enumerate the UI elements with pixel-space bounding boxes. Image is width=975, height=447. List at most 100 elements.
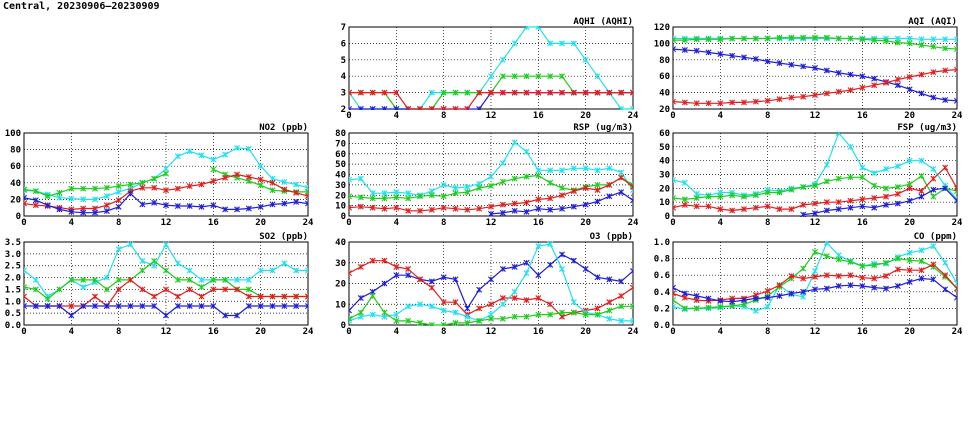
data-point	[281, 293, 288, 300]
data-point	[281, 186, 288, 193]
data-point	[210, 166, 217, 173]
data-point	[115, 183, 122, 190]
data-point	[440, 204, 447, 211]
data-point	[942, 96, 949, 103]
data-point	[812, 200, 818, 207]
data-point	[835, 273, 842, 280]
data-point	[906, 267, 913, 274]
y-tick-label: 0	[665, 212, 670, 222]
y-tick-label: 30	[659, 171, 670, 181]
x-tick-label: 8	[765, 111, 770, 121]
data-point	[788, 206, 795, 213]
x-tick-label: 20	[255, 218, 266, 228]
data-point	[499, 315, 506, 322]
data-point	[594, 181, 601, 188]
data-point	[741, 193, 747, 200]
y-tick-label: 70	[335, 139, 346, 149]
data-point	[918, 71, 925, 78]
data-point	[186, 303, 193, 310]
data-point	[606, 276, 613, 283]
data-point	[80, 276, 87, 283]
data-point	[381, 280, 388, 287]
data-point	[681, 179, 688, 186]
data-point	[835, 283, 842, 289]
data-point	[269, 293, 276, 300]
data-point	[369, 204, 376, 211]
data-point	[717, 51, 724, 58]
data-point	[499, 73, 506, 80]
data-point	[618, 317, 625, 324]
chart-aqhi: 0 4 8 12 16 20 24 2 3 4 5 6 7 AQHI (AQHI)	[341, 17, 639, 121]
data-point	[942, 164, 949, 171]
y-tick-label: 20	[659, 184, 670, 194]
data-point	[559, 205, 565, 212]
data-point	[245, 174, 252, 180]
series-red	[673, 261, 957, 304]
x-tick-label: 24	[952, 218, 963, 228]
data-point	[717, 206, 724, 213]
data-point	[234, 312, 240, 319]
data-point	[930, 193, 937, 200]
y-tick-label: 5	[341, 56, 346, 66]
data-point	[24, 187, 27, 194]
data-point	[752, 204, 759, 211]
y-tick-label: 120	[654, 23, 670, 33]
data-point	[894, 183, 901, 190]
x-tick-label: 8	[765, 327, 770, 337]
data-point	[570, 89, 577, 96]
data-point	[788, 94, 795, 101]
data-point	[428, 303, 435, 310]
series-blue	[800, 185, 957, 217]
data-point	[547, 311, 554, 318]
y-tick-label: 20	[659, 105, 670, 115]
data-point	[930, 261, 937, 268]
data-point	[115, 203, 122, 210]
data-point	[92, 293, 98, 300]
data-point	[257, 182, 264, 189]
data-point	[800, 293, 807, 300]
data-point	[630, 89, 633, 96]
data-point	[894, 82, 901, 89]
data-point	[871, 275, 878, 282]
data-point	[56, 189, 63, 196]
data-point	[918, 90, 925, 97]
data-point	[349, 270, 352, 277]
data-point	[859, 73, 866, 80]
data-point	[24, 186, 27, 193]
data-point	[523, 199, 530, 206]
data-point	[440, 106, 447, 110]
data-point	[559, 167, 565, 174]
data-point	[32, 197, 39, 204]
data-point	[741, 206, 747, 213]
data-point	[693, 292, 700, 299]
data-point	[499, 201, 506, 208]
series-red	[349, 174, 633, 214]
data-point	[859, 196, 866, 203]
chart-o3: 0 4 8 12 16 20 24 0 10 20 30 40 O3 (ppb)	[335, 232, 639, 337]
data-point	[305, 200, 308, 207]
data-point	[68, 208, 75, 215]
data-point	[559, 251, 565, 258]
data-point	[198, 203, 205, 210]
data-point	[776, 282, 783, 289]
data-point	[705, 295, 712, 302]
data-point	[151, 293, 158, 300]
data-point	[594, 198, 601, 205]
data-point	[570, 40, 577, 47]
data-point	[741, 297, 747, 304]
data-point	[92, 303, 98, 310]
data-point	[174, 203, 181, 210]
data-point	[918, 172, 925, 179]
data-point	[894, 255, 901, 262]
data-point	[835, 256, 842, 263]
data-point	[103, 286, 110, 293]
data-point	[606, 89, 613, 96]
data-point	[681, 37, 688, 44]
data-point	[681, 196, 688, 203]
data-point	[381, 190, 388, 197]
series-red	[673, 164, 957, 214]
y-tick-label: 0	[341, 212, 346, 222]
data-point	[349, 193, 352, 200]
x-tick-label: 24	[628, 111, 639, 121]
data-point	[954, 66, 957, 73]
